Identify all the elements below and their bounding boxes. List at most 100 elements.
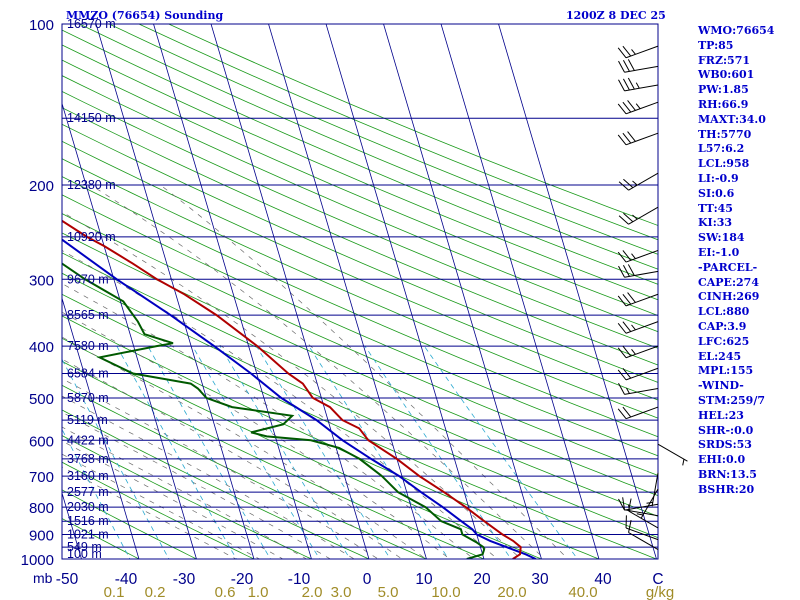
dry-adiabat-line — [62, 435, 313, 559]
height-label: 3768 m — [67, 452, 109, 466]
mixing-ratio-tick-label: 40.0 — [568, 584, 597, 600]
moist-adiabat-line — [160, 184, 569, 559]
dry-adiabat-line — [62, 59, 658, 316]
sounding-profiles — [62, 219, 537, 559]
sounding-time: 1200Z 8 DEC 25 — [566, 9, 666, 22]
dry-adiabat-line — [62, 44, 658, 301]
mixing-ratio-line — [364, 345, 512, 559]
wind-barb — [646, 472, 659, 507]
height-label: 100 m — [67, 547, 102, 561]
temperature-tick-label: -50 — [56, 571, 79, 588]
wind-barb — [617, 406, 659, 420]
isotherm-line — [0, 0, 27, 570]
wind-barb — [618, 206, 659, 225]
moist-adiabat-line — [62, 249, 498, 559]
temperature-tick-label: C — [652, 571, 663, 588]
height-label: 3160 m — [67, 469, 109, 483]
wind-barb — [617, 292, 659, 307]
parcel-profile-line — [62, 238, 537, 559]
height-label: 16570 m — [67, 17, 116, 31]
temperature-tick-label: -10 — [288, 571, 311, 588]
index-item: CINH:269 — [698, 290, 760, 304]
wind-barb — [618, 383, 659, 395]
index-item: CAPE:274 — [698, 275, 759, 289]
wind-barb — [618, 264, 659, 278]
temperature-tick-label: -40 — [115, 571, 138, 588]
height-label: 7580 m — [67, 339, 109, 353]
pressure-label: 600 — [29, 433, 54, 450]
pressure-label: 500 — [29, 391, 54, 408]
index-item: KI:33 — [698, 216, 733, 230]
mixing-ratio-line — [308, 345, 450, 559]
wind-barb — [617, 131, 659, 146]
dry-adiabat-line — [62, 252, 658, 517]
index-item: RH:66.9 — [698, 97, 749, 111]
mixing-ratio-tick-label: 1.0 — [248, 584, 269, 600]
moist-adiabats — [62, 184, 569, 559]
mixing-ratio-tick-label: 0.1 — [104, 584, 125, 600]
dry-adiabat-line — [62, 213, 658, 476]
temperature-tick-label: 0 — [363, 571, 372, 588]
isotherm-line — [440, 24, 600, 559]
height-label: 5870 m — [67, 391, 109, 405]
mixing-ratio-line — [147, 345, 271, 559]
index-item: TH:5770 — [698, 127, 752, 141]
pressure-label: 800 — [29, 500, 54, 517]
wind-barb — [618, 77, 659, 92]
temperature-tick-label: -30 — [173, 571, 196, 588]
moist-adiabat-line — [62, 411, 331, 559]
height-label: 6584 m — [67, 366, 109, 380]
dry-adiabat-line — [62, 337, 543, 559]
index-item: BRN:13.5 — [698, 467, 757, 481]
moist-adiabat-line — [62, 378, 379, 559]
height-label: 12380 m — [67, 178, 116, 192]
isotherms — [0, 0, 657, 570]
height-label: 1516 m — [67, 514, 109, 528]
height-label: 1021 m — [67, 528, 109, 542]
height-label: 14150 m — [67, 111, 116, 125]
dry-adiabat-line — [62, 158, 658, 419]
index-item: EL:245 — [698, 349, 742, 363]
temperature-tick-label: 10 — [415, 571, 433, 588]
station-title: MMZO (76654) Sounding — [66, 9, 224, 22]
dry-adiabat-line — [62, 293, 658, 559]
index-item: HEL:23 — [698, 408, 744, 422]
isotherm-line — [325, 24, 485, 559]
wind-barb — [628, 520, 659, 550]
height-label: 4422 m — [67, 433, 109, 447]
wind-barb — [618, 172, 659, 191]
dry-adiabat-line — [62, 75, 658, 333]
dewpoint-profile-line — [62, 262, 486, 559]
height-label: 549 m — [67, 540, 102, 554]
index-item: -WIND- — [698, 379, 744, 393]
dry-adiabat-line — [62, 272, 658, 539]
mixing-ratio-line — [423, 345, 579, 559]
wind-barb — [617, 100, 659, 115]
index-item: WB0:601 — [698, 68, 755, 82]
wind-barb — [657, 443, 688, 466]
mixing-ratio-tick-label: 20.0 — [497, 584, 526, 600]
moist-adiabat-line — [62, 336, 427, 559]
moist-adiabat-line — [62, 358, 403, 559]
dry-adiabat-line — [62, 315, 601, 559]
height-label: 8565 m — [67, 308, 109, 322]
isotherm-line — [498, 24, 657, 559]
isotherm-line — [383, 24, 542, 559]
height-label: 2577 m — [67, 485, 109, 499]
height-label: 5119 m — [67, 413, 108, 427]
dry-adiabat-line — [62, 461, 255, 559]
index-item: PW:1.85 — [698, 83, 749, 97]
dry-adiabat-line — [62, 123, 658, 383]
moist-adiabat-line — [62, 440, 284, 559]
mixing-ratio-tick-label: g/kg — [646, 584, 674, 600]
index-item: FRZ:571 — [698, 53, 751, 67]
mixing-ratio-tick-label: 0.2 — [145, 584, 166, 600]
index-item: TT:45 — [698, 201, 733, 215]
moist-adiabat-line — [62, 311, 451, 559]
dry-adiabat-line — [62, 360, 486, 559]
pressure-label: 400 — [29, 339, 54, 356]
wind-barb — [617, 367, 659, 381]
temperature-profile-line — [62, 219, 522, 559]
index-item: LCL:958 — [698, 157, 750, 171]
